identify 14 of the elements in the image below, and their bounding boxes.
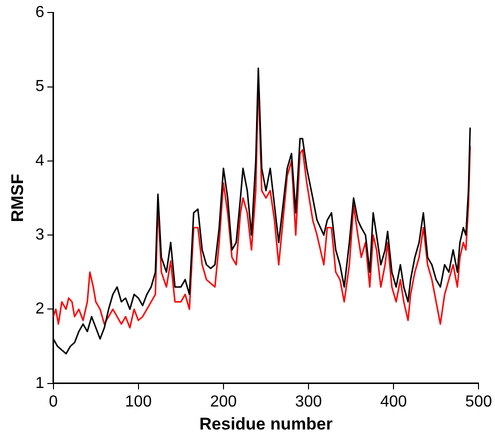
y-tick-label: 6 xyxy=(35,4,44,22)
x-tick-label: 500 xyxy=(465,393,492,410)
y-axis-title: RMSF xyxy=(8,174,27,222)
x-tick-label: 400 xyxy=(380,393,408,410)
x-axis-title: Residue number xyxy=(199,414,333,434)
x-tick-label: 300 xyxy=(295,393,322,410)
y-tick-label: 3 xyxy=(35,226,44,244)
y-tick-label: 1 xyxy=(35,374,44,392)
x-tick-label: 100 xyxy=(125,393,152,410)
x-tick-label: 0 xyxy=(48,393,58,410)
x-tick-label: 200 xyxy=(210,393,237,410)
y-tick-label: 5 xyxy=(35,78,44,96)
y-tick-label: 4 xyxy=(35,152,44,170)
y-tick-label: 2 xyxy=(35,300,44,318)
